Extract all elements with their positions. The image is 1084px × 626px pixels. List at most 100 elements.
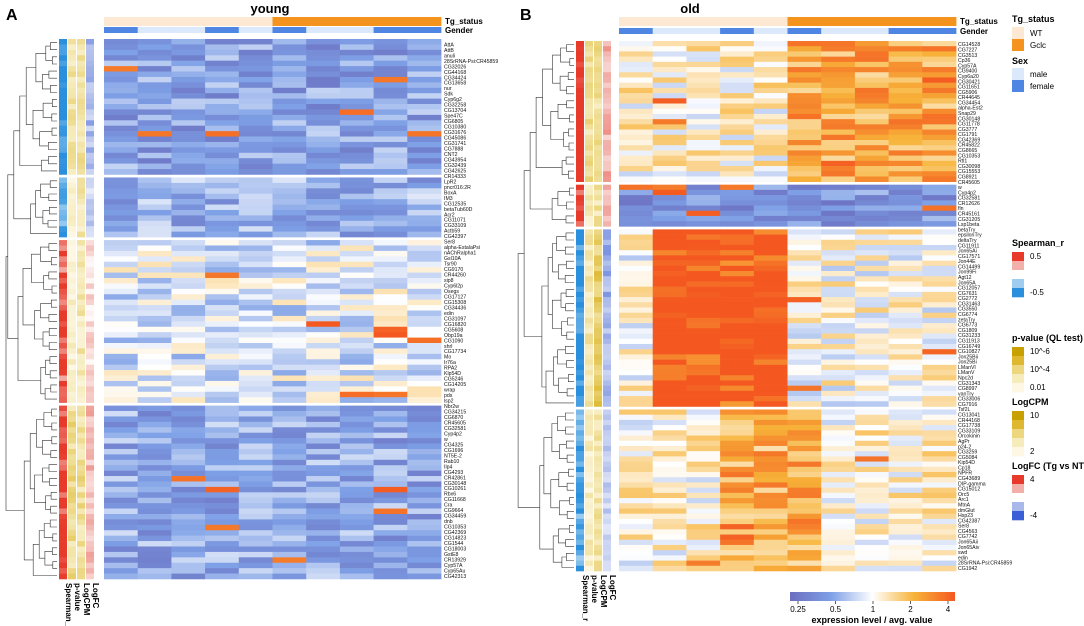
heatmap-cell bbox=[171, 348, 206, 355]
heatmap-cell bbox=[787, 333, 822, 340]
gene-label: LManV bbox=[958, 370, 975, 376]
row-annotation-cell bbox=[576, 456, 584, 462]
heatmap-cell bbox=[686, 265, 721, 272]
heatmap-cell bbox=[787, 390, 822, 397]
legend-spearman-swatch bbox=[1012, 270, 1024, 280]
row-annotation-cell bbox=[594, 328, 602, 334]
dendrogram-branch bbox=[48, 342, 57, 350]
row-annotation-cell bbox=[68, 272, 76, 279]
row-annotation-cell bbox=[585, 297, 593, 303]
heatmap-cell bbox=[272, 519, 307, 526]
dendrogram-branch bbox=[42, 102, 53, 118]
heatmap-cell bbox=[888, 244, 923, 251]
gene-label: Jon25Bii bbox=[958, 354, 978, 360]
heatmap-cell bbox=[652, 312, 687, 319]
heatmap-cell bbox=[619, 364, 654, 371]
row-annotation-cell bbox=[59, 158, 67, 164]
heatmap-cell bbox=[720, 492, 755, 499]
heatmap-cell bbox=[205, 152, 240, 159]
heatmap-cell bbox=[104, 519, 139, 526]
heatmap-cell bbox=[104, 76, 139, 83]
row-annotation-cell bbox=[68, 199, 76, 205]
heatmap-cell bbox=[619, 440, 654, 447]
row-annotation-cell bbox=[68, 337, 76, 344]
row-annotation-cell bbox=[68, 39, 76, 45]
heatmap-cell bbox=[171, 305, 206, 311]
row-annotation-cell bbox=[594, 166, 602, 172]
row-annotation-cell bbox=[68, 343, 76, 349]
heatmap-cell bbox=[652, 113, 687, 120]
heatmap-cell bbox=[306, 158, 341, 164]
row-annotation-cell bbox=[603, 67, 611, 73]
heatmap-cell bbox=[205, 524, 240, 531]
heatmap-cell bbox=[171, 427, 206, 434]
dendrogram-branch bbox=[52, 561, 57, 569]
row-annotation-cell bbox=[68, 448, 76, 455]
row-annotation-cell bbox=[585, 461, 593, 468]
heatmap-cell bbox=[922, 215, 957, 222]
heatmap-cell bbox=[888, 276, 923, 282]
row-annotation-cell bbox=[86, 93, 94, 99]
row-annotation-cell bbox=[59, 283, 67, 290]
heatmap-cell bbox=[619, 51, 654, 57]
heatmap-cell bbox=[753, 103, 788, 110]
heatmap-cell bbox=[821, 524, 856, 530]
dendrogram-branch bbox=[567, 72, 574, 80]
row-annotation-cell bbox=[576, 67, 584, 73]
heatmap-cell bbox=[238, 386, 273, 393]
gender-cell bbox=[854, 28, 889, 34]
heatmap-cell bbox=[104, 568, 139, 574]
heatmap-cell bbox=[619, 343, 654, 350]
heatmap-cell bbox=[171, 182, 206, 189]
heatmap-cell bbox=[686, 103, 721, 110]
dendrogram-branch bbox=[560, 292, 567, 308]
heatmap-cell bbox=[854, 364, 889, 371]
heatmap-cell bbox=[306, 454, 341, 461]
row-annotation-cell bbox=[77, 380, 85, 387]
gene-label: CR45605 bbox=[958, 180, 980, 186]
heatmap-cell bbox=[787, 200, 822, 206]
heatmap-cell bbox=[686, 134, 721, 141]
heatmap-cell bbox=[104, 332, 139, 338]
row-annotation-label: Spearman_r bbox=[64, 583, 73, 626]
heatmap-cell bbox=[686, 234, 721, 241]
heatmap-cell bbox=[888, 189, 923, 196]
row-annotation-cell bbox=[594, 297, 602, 303]
heatmap-cell bbox=[407, 82, 442, 89]
gene-label: CG18003 bbox=[444, 547, 466, 553]
heatmap-cell bbox=[306, 305, 341, 311]
heatmap-cell bbox=[137, 71, 172, 78]
gene-label: Cp18 bbox=[958, 465, 971, 471]
heatmap-cell bbox=[306, 288, 341, 295]
heatmap-cell bbox=[720, 155, 755, 162]
heatmap-cell bbox=[272, 87, 307, 94]
heatmap-cell bbox=[339, 182, 374, 189]
row-annotation-cell bbox=[59, 204, 67, 211]
row-annotation-cell bbox=[59, 299, 67, 306]
heatmap-cell bbox=[720, 77, 755, 83]
gender-cell bbox=[787, 28, 822, 34]
heatmap-cell bbox=[205, 459, 240, 466]
heatmap-cell bbox=[619, 41, 654, 47]
heatmap-cell bbox=[922, 276, 957, 282]
heatmap-cell bbox=[171, 294, 206, 300]
heatmap-cell bbox=[720, 385, 755, 392]
heatmap-cell bbox=[720, 166, 755, 172]
heatmap-cell bbox=[137, 125, 172, 132]
heatmap-cell bbox=[171, 226, 206, 232]
row-annotation-cell bbox=[86, 332, 94, 338]
heatmap-cell bbox=[407, 261, 442, 268]
heatmap-cell bbox=[407, 448, 442, 455]
heatmap-cell bbox=[407, 513, 442, 520]
heatmap-cell bbox=[888, 375, 923, 381]
row-annotation-cell bbox=[59, 114, 67, 121]
heatmap-cell bbox=[137, 448, 172, 455]
heatmap-cell bbox=[238, 310, 273, 317]
heatmap-cell bbox=[339, 163, 374, 170]
row-annotation-cell bbox=[603, 419, 611, 426]
heatmap-cell bbox=[652, 498, 687, 504]
heatmap-cell bbox=[306, 348, 341, 355]
heatmap-cell bbox=[821, 276, 856, 282]
heatmap-cell bbox=[104, 503, 139, 509]
row-annotation-cell bbox=[585, 134, 593, 141]
